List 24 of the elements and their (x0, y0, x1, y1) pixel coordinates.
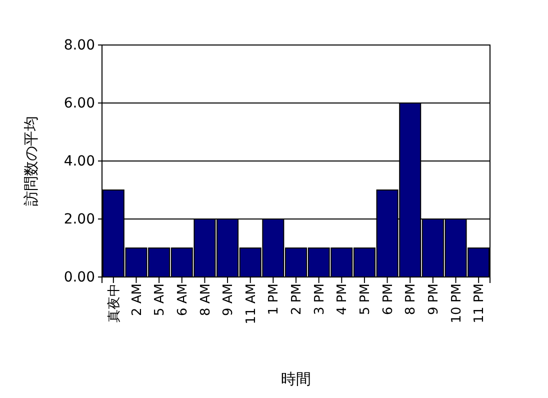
y-tick-label: 4.00 (64, 153, 95, 170)
y-tick-label: 2.00 (64, 211, 95, 228)
x-tick-label: 真夜中 (106, 284, 122, 322)
y-tick-label: 8.00 (64, 37, 95, 54)
x-tick-label: 11 PM (472, 284, 488, 324)
x-tick-label: 2 PM (290, 284, 305, 315)
x-tick-label: 10 PM (449, 284, 464, 324)
x-tick-label: 3 PM (312, 284, 328, 315)
x-tick-label: 6 AM (175, 284, 190, 316)
x-tick-label: 5 PM (358, 284, 374, 315)
y-axis-title: 訪問数の平均 (22, 116, 40, 206)
x-tick-label: 8 AM (198, 284, 214, 316)
x-tick-label: 8 PM (404, 284, 419, 315)
x-tick-label: 4 PM (335, 284, 350, 315)
x-tick-label: 9 PM (426, 284, 442, 315)
x-axis-title: 時間 (281, 370, 311, 388)
x-tick-label: 6 PM (380, 284, 396, 315)
y-tick-label: 0.00 (64, 269, 95, 286)
x-tick-label: 5 AM (152, 284, 168, 316)
x-tick-label: 2 AM (130, 284, 145, 316)
x-tick-label: 1 PM (266, 284, 282, 315)
x-tick-label: 11 AM (244, 284, 259, 324)
x-tick-label: 9 AM (221, 284, 236, 316)
y-tick-label: 6.00 (64, 95, 95, 112)
